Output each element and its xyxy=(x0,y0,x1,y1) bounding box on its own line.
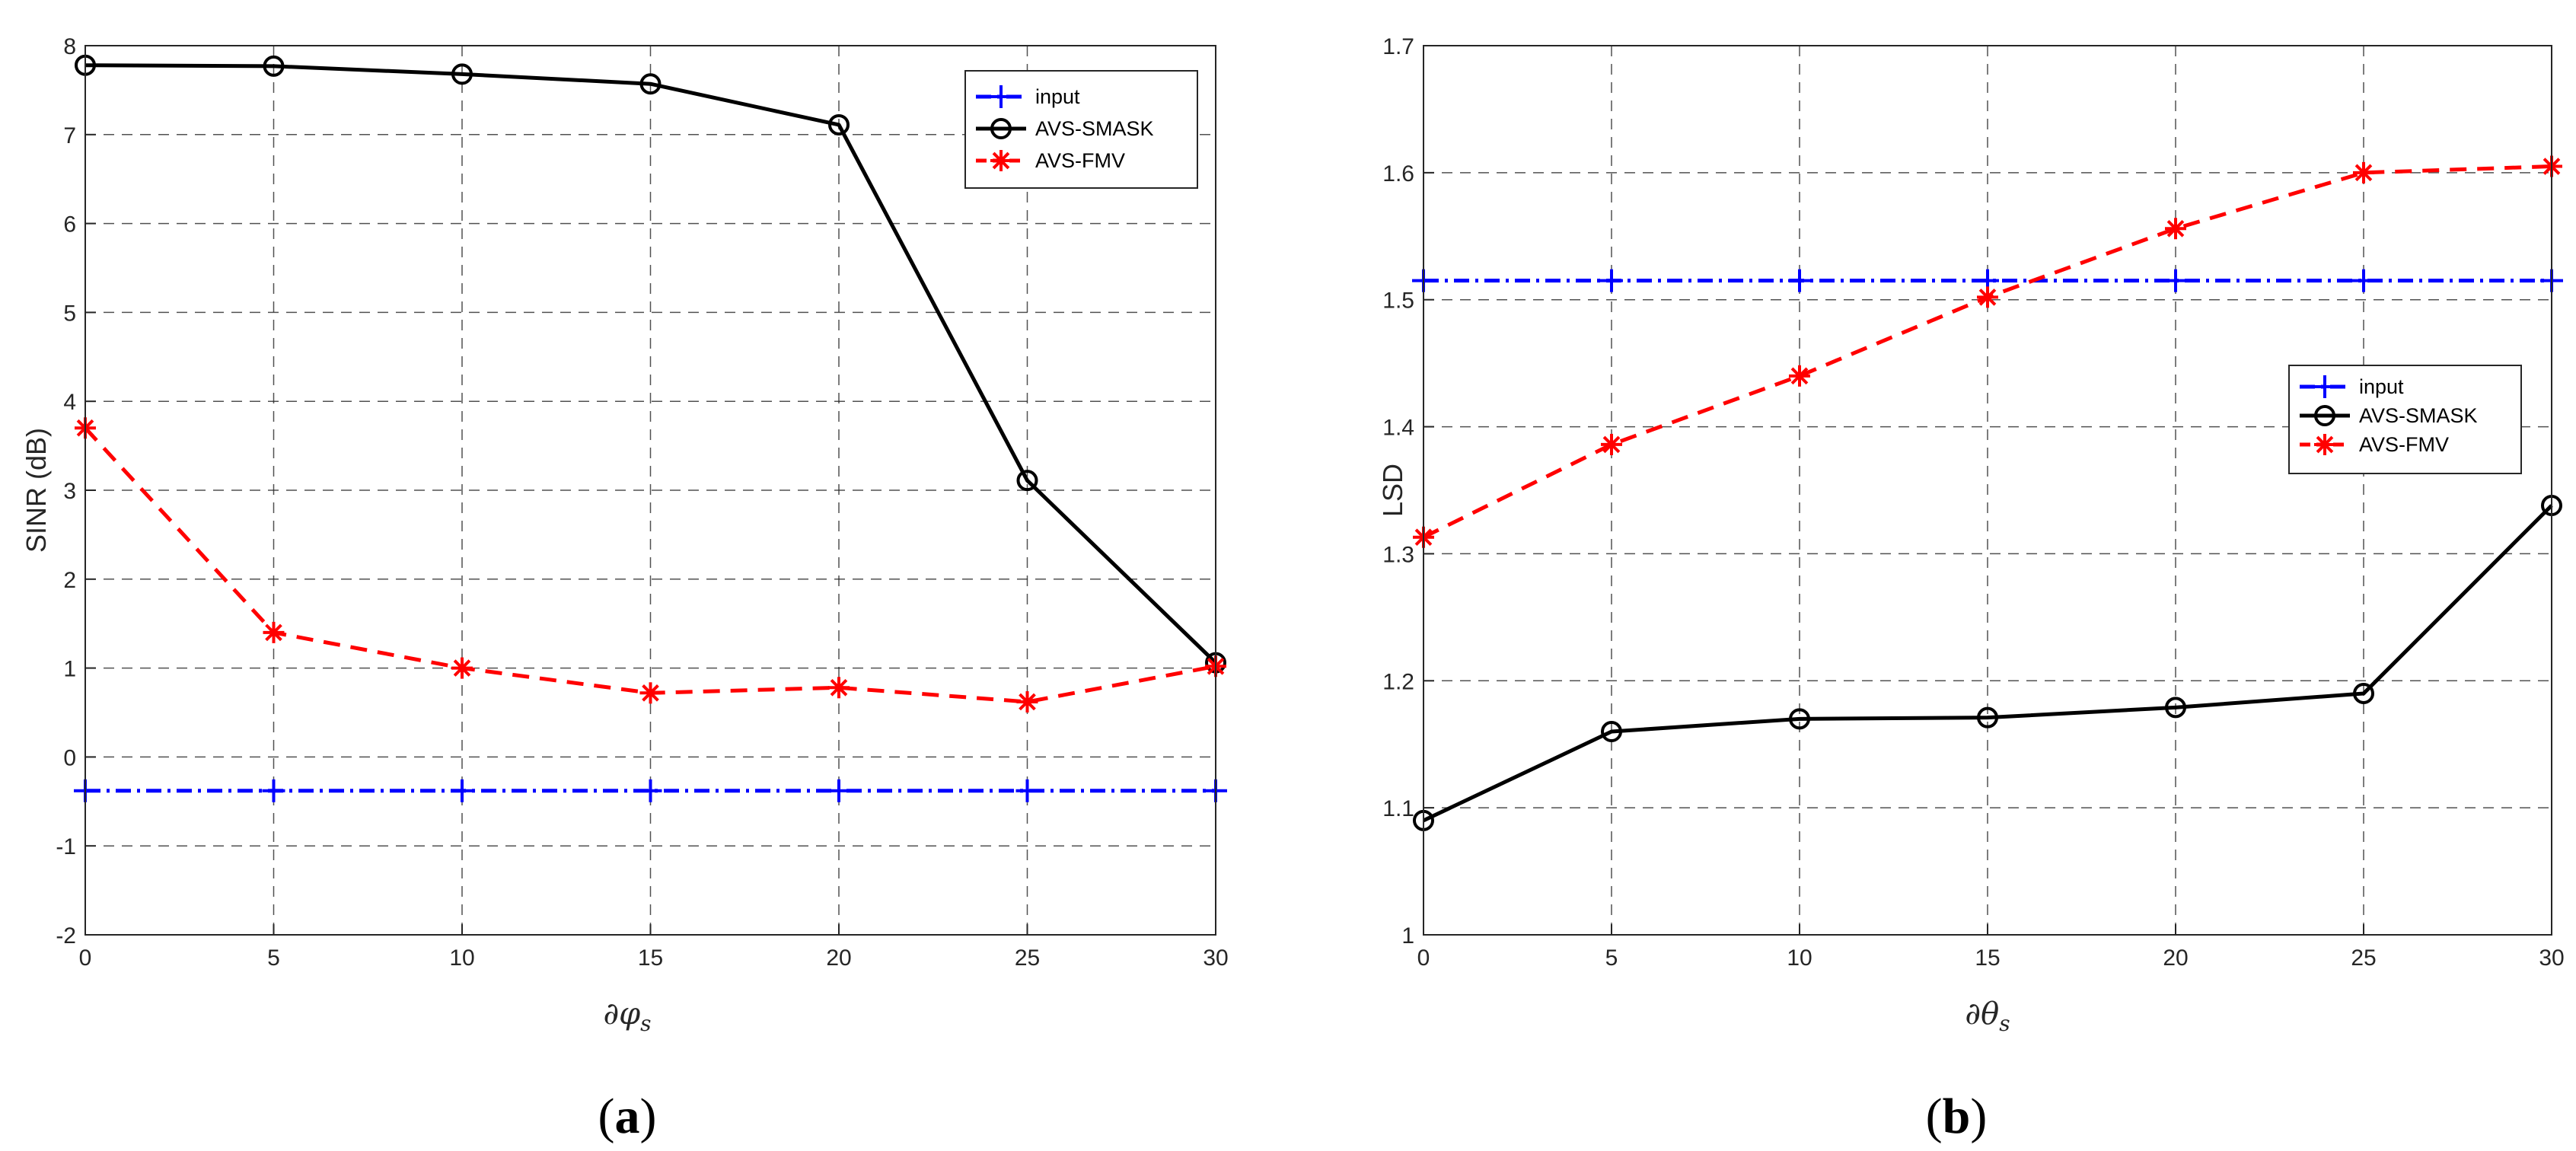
data-point-avs-smask xyxy=(1977,706,1998,729)
data-point-avs-smask xyxy=(1016,470,1038,492)
y-tick-label: 1.1 xyxy=(1382,796,1414,821)
y-tick-label: -2 xyxy=(56,923,76,949)
x-tick-label: 15 xyxy=(1975,945,2000,971)
ticks-b: 0 5 10 15 20 25 30 1 1.1 1.2 1.3 1.4 1.5 1.6 1.7 xyxy=(1382,34,2564,971)
x-tick-label: 0 xyxy=(1417,945,1430,971)
data-point-avs-smask xyxy=(2353,682,2374,704)
legend-a: input AVS-SMASK AVS-FMV xyxy=(964,70,1198,189)
y-tick-label: 4 xyxy=(63,390,76,415)
legend-label-avs-fmv: AVS-FMV xyxy=(1035,149,1125,172)
series-line-avs-smask xyxy=(84,63,1217,665)
data-point-avs-fmv xyxy=(451,657,473,679)
data-point-avs-smask xyxy=(1789,708,1810,730)
data-point-avs-smask xyxy=(1601,721,1622,743)
data-point-avs-fmv xyxy=(1977,286,1998,308)
y-tick-label: 1 xyxy=(1401,923,1414,949)
data-point-avs-fmv xyxy=(263,621,285,643)
legend-marker-avs-smask xyxy=(2314,405,2335,426)
y-tick-label: 0 xyxy=(63,745,76,770)
x-tick-label: 20 xyxy=(2163,945,2188,971)
data-point-input xyxy=(2164,269,2187,292)
x-tick-label: 30 xyxy=(1203,945,1228,971)
chart-panel-b: 0 5 10 15 20 25 30 1 1.1 1.2 1.3 1.4 1.5 1.6 1.7 LSD ∂… xyxy=(1377,34,2565,1144)
data-point-avs-smask xyxy=(639,73,662,95)
legend-label-avs-smask: AVS-SMASK xyxy=(1035,117,1154,140)
x-tick-label: 25 xyxy=(2351,945,2376,971)
y-tick-label: -1 xyxy=(56,834,76,859)
data-point-avs-fmv xyxy=(639,682,662,704)
legend-label-input: input xyxy=(2359,375,2404,398)
y-tick-label: 1 xyxy=(63,657,76,682)
x-tick-label: 15 xyxy=(638,945,663,971)
data-point-input xyxy=(1015,779,1039,802)
data-point-input xyxy=(451,779,473,802)
data-point-avs-fmv xyxy=(1601,433,1622,455)
data-point-avs-fmv xyxy=(1789,365,1810,387)
legend-marker-avs-smask xyxy=(990,118,1012,139)
x-tick-label: 0 xyxy=(79,945,92,971)
y-tick-label: 3 xyxy=(63,479,76,504)
x-tick-label: 5 xyxy=(267,945,280,971)
data-point-avs-smask xyxy=(2165,697,2186,719)
y-axis-label-b: LSD xyxy=(1377,464,1408,517)
y-tick-label: 1.6 xyxy=(1382,161,1414,187)
data-point-input xyxy=(1600,269,1623,292)
x-tick-label: 10 xyxy=(1787,945,1812,971)
y-tick-label: 8 xyxy=(63,34,76,59)
x-tick-label: 5 xyxy=(1605,945,1618,971)
legend-label-input: input xyxy=(1035,85,1080,108)
data-point-avs-fmv xyxy=(2353,161,2374,183)
y-tick-label: 7 xyxy=(63,123,76,148)
y-tick-label: 2 xyxy=(63,568,76,593)
legend-b: input AVS-SMASK AVS-FMV xyxy=(2288,365,2522,474)
subfigure-caption-a: (a) xyxy=(598,1089,657,1144)
y-tick-label: 1.5 xyxy=(1382,289,1414,314)
y-axis-label-a: SINR (dB) xyxy=(21,428,52,553)
data-point-avs-smask xyxy=(828,113,850,136)
data-point-avs-fmv xyxy=(2165,218,2186,240)
grid-b xyxy=(1423,46,2552,935)
data-point-avs-fmv xyxy=(828,677,850,699)
series-line-avs-smask xyxy=(1422,504,2553,823)
y-tick-label: 1.7 xyxy=(1382,34,1414,59)
x-tick-label: 25 xyxy=(1015,945,1040,971)
y-tick-label: 1.3 xyxy=(1382,542,1414,567)
legend-label-avs-smask: AVS-SMASK xyxy=(2359,404,2478,427)
data-point-input xyxy=(2352,269,2375,292)
x-axis-label-b: ∂θs xyxy=(1965,996,2010,1036)
y-tick-label: 1.2 xyxy=(1382,669,1414,694)
data-point-input xyxy=(827,779,850,802)
data-point-input xyxy=(639,779,662,802)
ticks-a: 0 5 10 15 20 25 30 -2 -1 0 1 2 3 4 5 6 7 8 xyxy=(56,34,1228,971)
legend-marker-avs-fmv xyxy=(990,150,1012,171)
x-tick-label: 30 xyxy=(2539,945,2564,971)
y-tick-label: 1.4 xyxy=(1382,416,1414,441)
data-point-avs-smask xyxy=(451,63,473,85)
x-axis-label-a: ∂φs xyxy=(603,996,651,1036)
x-tick-label: 10 xyxy=(449,945,474,971)
legend-marker-input xyxy=(990,85,1012,108)
subfigure-caption-b: (b) xyxy=(1926,1089,1988,1144)
data-point-avs-fmv xyxy=(1016,690,1038,713)
legend-marker-input xyxy=(2313,375,2336,398)
data-point-input xyxy=(262,779,285,802)
data-point-avs-smask xyxy=(263,55,285,77)
legend-marker-avs-fmv xyxy=(2314,434,2335,455)
x-tick-label: 20 xyxy=(826,945,851,971)
data-point-input xyxy=(1788,269,1811,292)
legend-box-b xyxy=(2288,365,2522,474)
y-tick-label: 5 xyxy=(63,301,76,326)
legend-label-avs-fmv: AVS-FMV xyxy=(2359,433,2449,456)
y-tick-label: 6 xyxy=(63,212,76,238)
series-group-a xyxy=(74,54,1227,802)
